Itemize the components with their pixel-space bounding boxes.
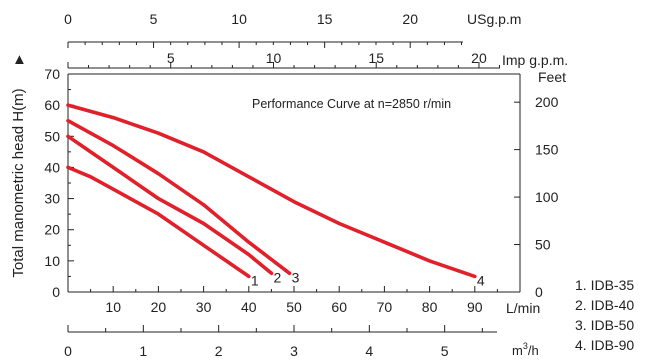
series-end-label-4: 4 xyxy=(477,272,485,288)
y-tick-label: 70 xyxy=(44,66,60,82)
m3h-tick-label: 2 xyxy=(215,343,223,359)
series-line-3 xyxy=(66,118,292,276)
legend: 1. IDB-35 2. IDB-40 3. IDB-50 4. IDB-90 xyxy=(575,277,634,353)
lpm-tick-label: 90 xyxy=(467,299,483,315)
series-line-1 xyxy=(66,165,251,279)
y-tick-label: 60 xyxy=(44,97,60,113)
series-line-2 xyxy=(66,134,274,276)
y-tick-label: 40 xyxy=(44,159,60,175)
impgpm-tick-label: 10 xyxy=(266,50,282,66)
y-axis-arrow: ▲ xyxy=(12,51,27,68)
usgpm-tick-label: 5 xyxy=(150,11,158,27)
axes xyxy=(67,41,521,333)
feet-tick-label: 0 xyxy=(535,284,543,300)
legend-item-1: 1. IDB-35 xyxy=(575,277,634,293)
feet-unit: Feet xyxy=(538,69,566,85)
chart-title: Performance Curve at n=2850 r/min xyxy=(252,97,451,111)
y-axis-label: Total manometric head H(m) xyxy=(10,88,27,277)
impgpm-tick-label: 15 xyxy=(368,50,384,66)
usgpm-unit: USg.p.m xyxy=(467,11,521,27)
lpm-unit: L/min xyxy=(506,300,540,316)
m3h-tick-label: 0 xyxy=(64,343,72,359)
lpm-tick-label: 30 xyxy=(196,299,212,315)
y-tick-label: 30 xyxy=(44,191,60,207)
impgpm-tick-label: 20 xyxy=(471,50,487,66)
legend-item-4: 4. IDB-90 xyxy=(575,337,634,353)
y-tick-label: 10 xyxy=(44,253,60,269)
m3h-tick-label: 4 xyxy=(365,343,373,359)
usgpm-tick-label: 10 xyxy=(231,11,247,27)
m3h-tick-label: 5 xyxy=(441,343,449,359)
y-tick-label: 0 xyxy=(52,284,60,300)
lpm-tick-label: 80 xyxy=(422,299,438,315)
impgpm-unit: Imp g.p.m. xyxy=(502,52,568,68)
ticks: 10 20 30 40 50 60 70 80 900102030405060700501001… xyxy=(44,11,558,359)
m3h-tick-label: 3 xyxy=(290,343,298,359)
m3h-unit: m3/h xyxy=(512,341,539,358)
lpm-tick-label: 10 xyxy=(105,299,121,315)
legend-item-3: 3. IDB-50 xyxy=(575,317,634,333)
legend-item-2: 2. IDB-40 xyxy=(575,297,634,313)
lpm-tick-label: 50 xyxy=(286,299,302,315)
series-end-label-3: 3 xyxy=(292,269,300,285)
usgpm-tick-label: 20 xyxy=(402,11,418,27)
usgpm-tick-label: 15 xyxy=(317,11,333,27)
feet-tick-label: 200 xyxy=(535,94,559,110)
feet-tick-label: 150 xyxy=(535,142,559,158)
lpm-tick-label: 40 xyxy=(241,299,257,315)
feet-tick-label: 50 xyxy=(535,237,551,253)
series-line-4 xyxy=(66,103,477,279)
y-tick-label: 20 xyxy=(44,222,60,238)
y-tick-label: 50 xyxy=(44,128,60,144)
lpm-tick-label: 20 xyxy=(151,299,167,315)
m3h-tick-label: 1 xyxy=(139,343,147,359)
lpm-tick-label: 70 xyxy=(377,299,393,315)
lpm-tick-label: 60 xyxy=(331,299,347,315)
impgpm-tick-label: 5 xyxy=(167,50,175,66)
series-end-label-1: 1 xyxy=(251,272,259,288)
usgpm-tick-label: 0 xyxy=(64,11,72,27)
series-end-label-2: 2 xyxy=(274,269,282,285)
feet-tick-label: 100 xyxy=(535,189,559,205)
